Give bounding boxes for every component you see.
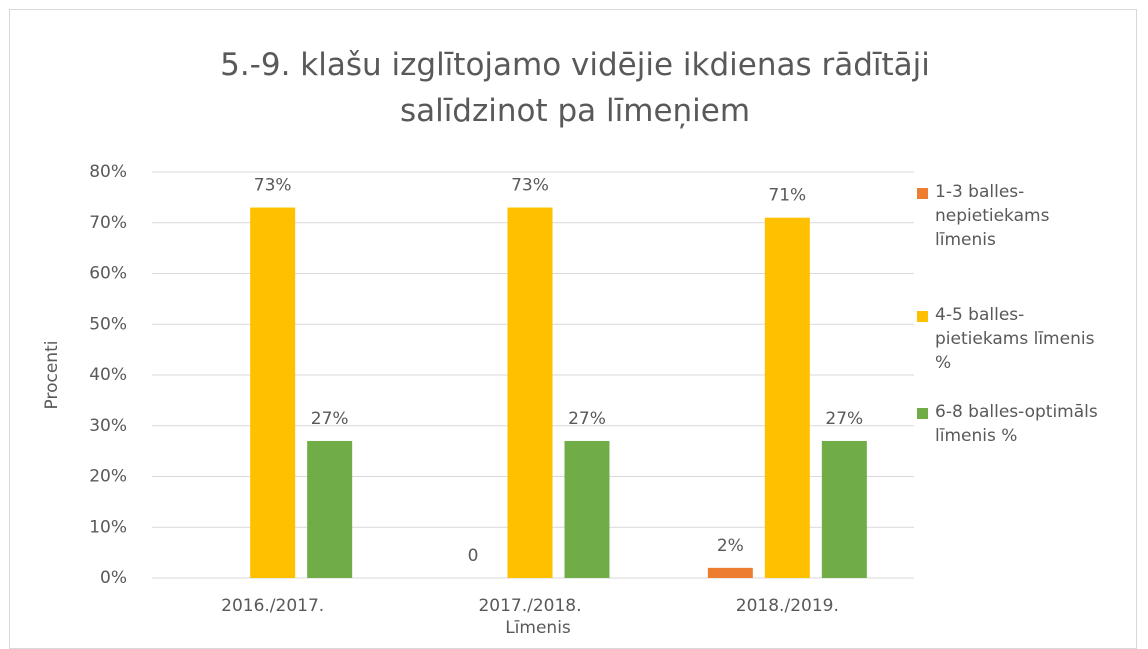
data-label: 27% [311,409,349,429]
y-tick-label: 80% [89,162,127,182]
bar [764,217,810,579]
bar [250,207,296,578]
x-tick-label: 2018./2019. [736,596,839,616]
bar [707,567,753,578]
data-label: 73% [511,176,549,196]
y-tick-label: 50% [89,314,127,334]
bar [507,207,553,578]
bar [307,440,353,578]
data-label: 73% [254,176,292,196]
x-tick-label: 2016./2017. [221,596,324,616]
legend-swatch [917,311,928,322]
bar [564,440,610,578]
y-tick-label: 70% [89,213,127,233]
bar [821,440,867,578]
legend-label: 4-5 balles-pietiekams līmenis % [935,305,1095,373]
legend-swatch [917,188,928,199]
data-label: 0 [468,546,479,566]
y-tick-label: 60% [89,264,127,284]
y-tick-label: 30% [89,416,127,436]
legend-label: 6-8 balles-optimāls līmenis % [935,402,1098,446]
data-label: 71% [768,186,806,206]
data-label: 27% [825,409,863,429]
x-axis-label: Līmenis [505,618,571,638]
y-axis-label: Procenti [42,341,62,410]
legend-label: 1-3 balles-nepietiekams līmenis [935,182,1050,250]
data-label: 2% [717,536,744,556]
x-tick-label: 2017./2018. [478,596,581,616]
y-tick-label: 40% [89,365,127,385]
legend-swatch [917,408,928,419]
y-tick-label: 10% [89,517,127,537]
y-tick-label: 20% [89,467,127,487]
y-tick-label: 0% [100,568,127,588]
chart-title: 5.-9. klašu izglītojamo vidējie ikdienas… [220,47,930,129]
data-label: 27% [568,409,606,429]
